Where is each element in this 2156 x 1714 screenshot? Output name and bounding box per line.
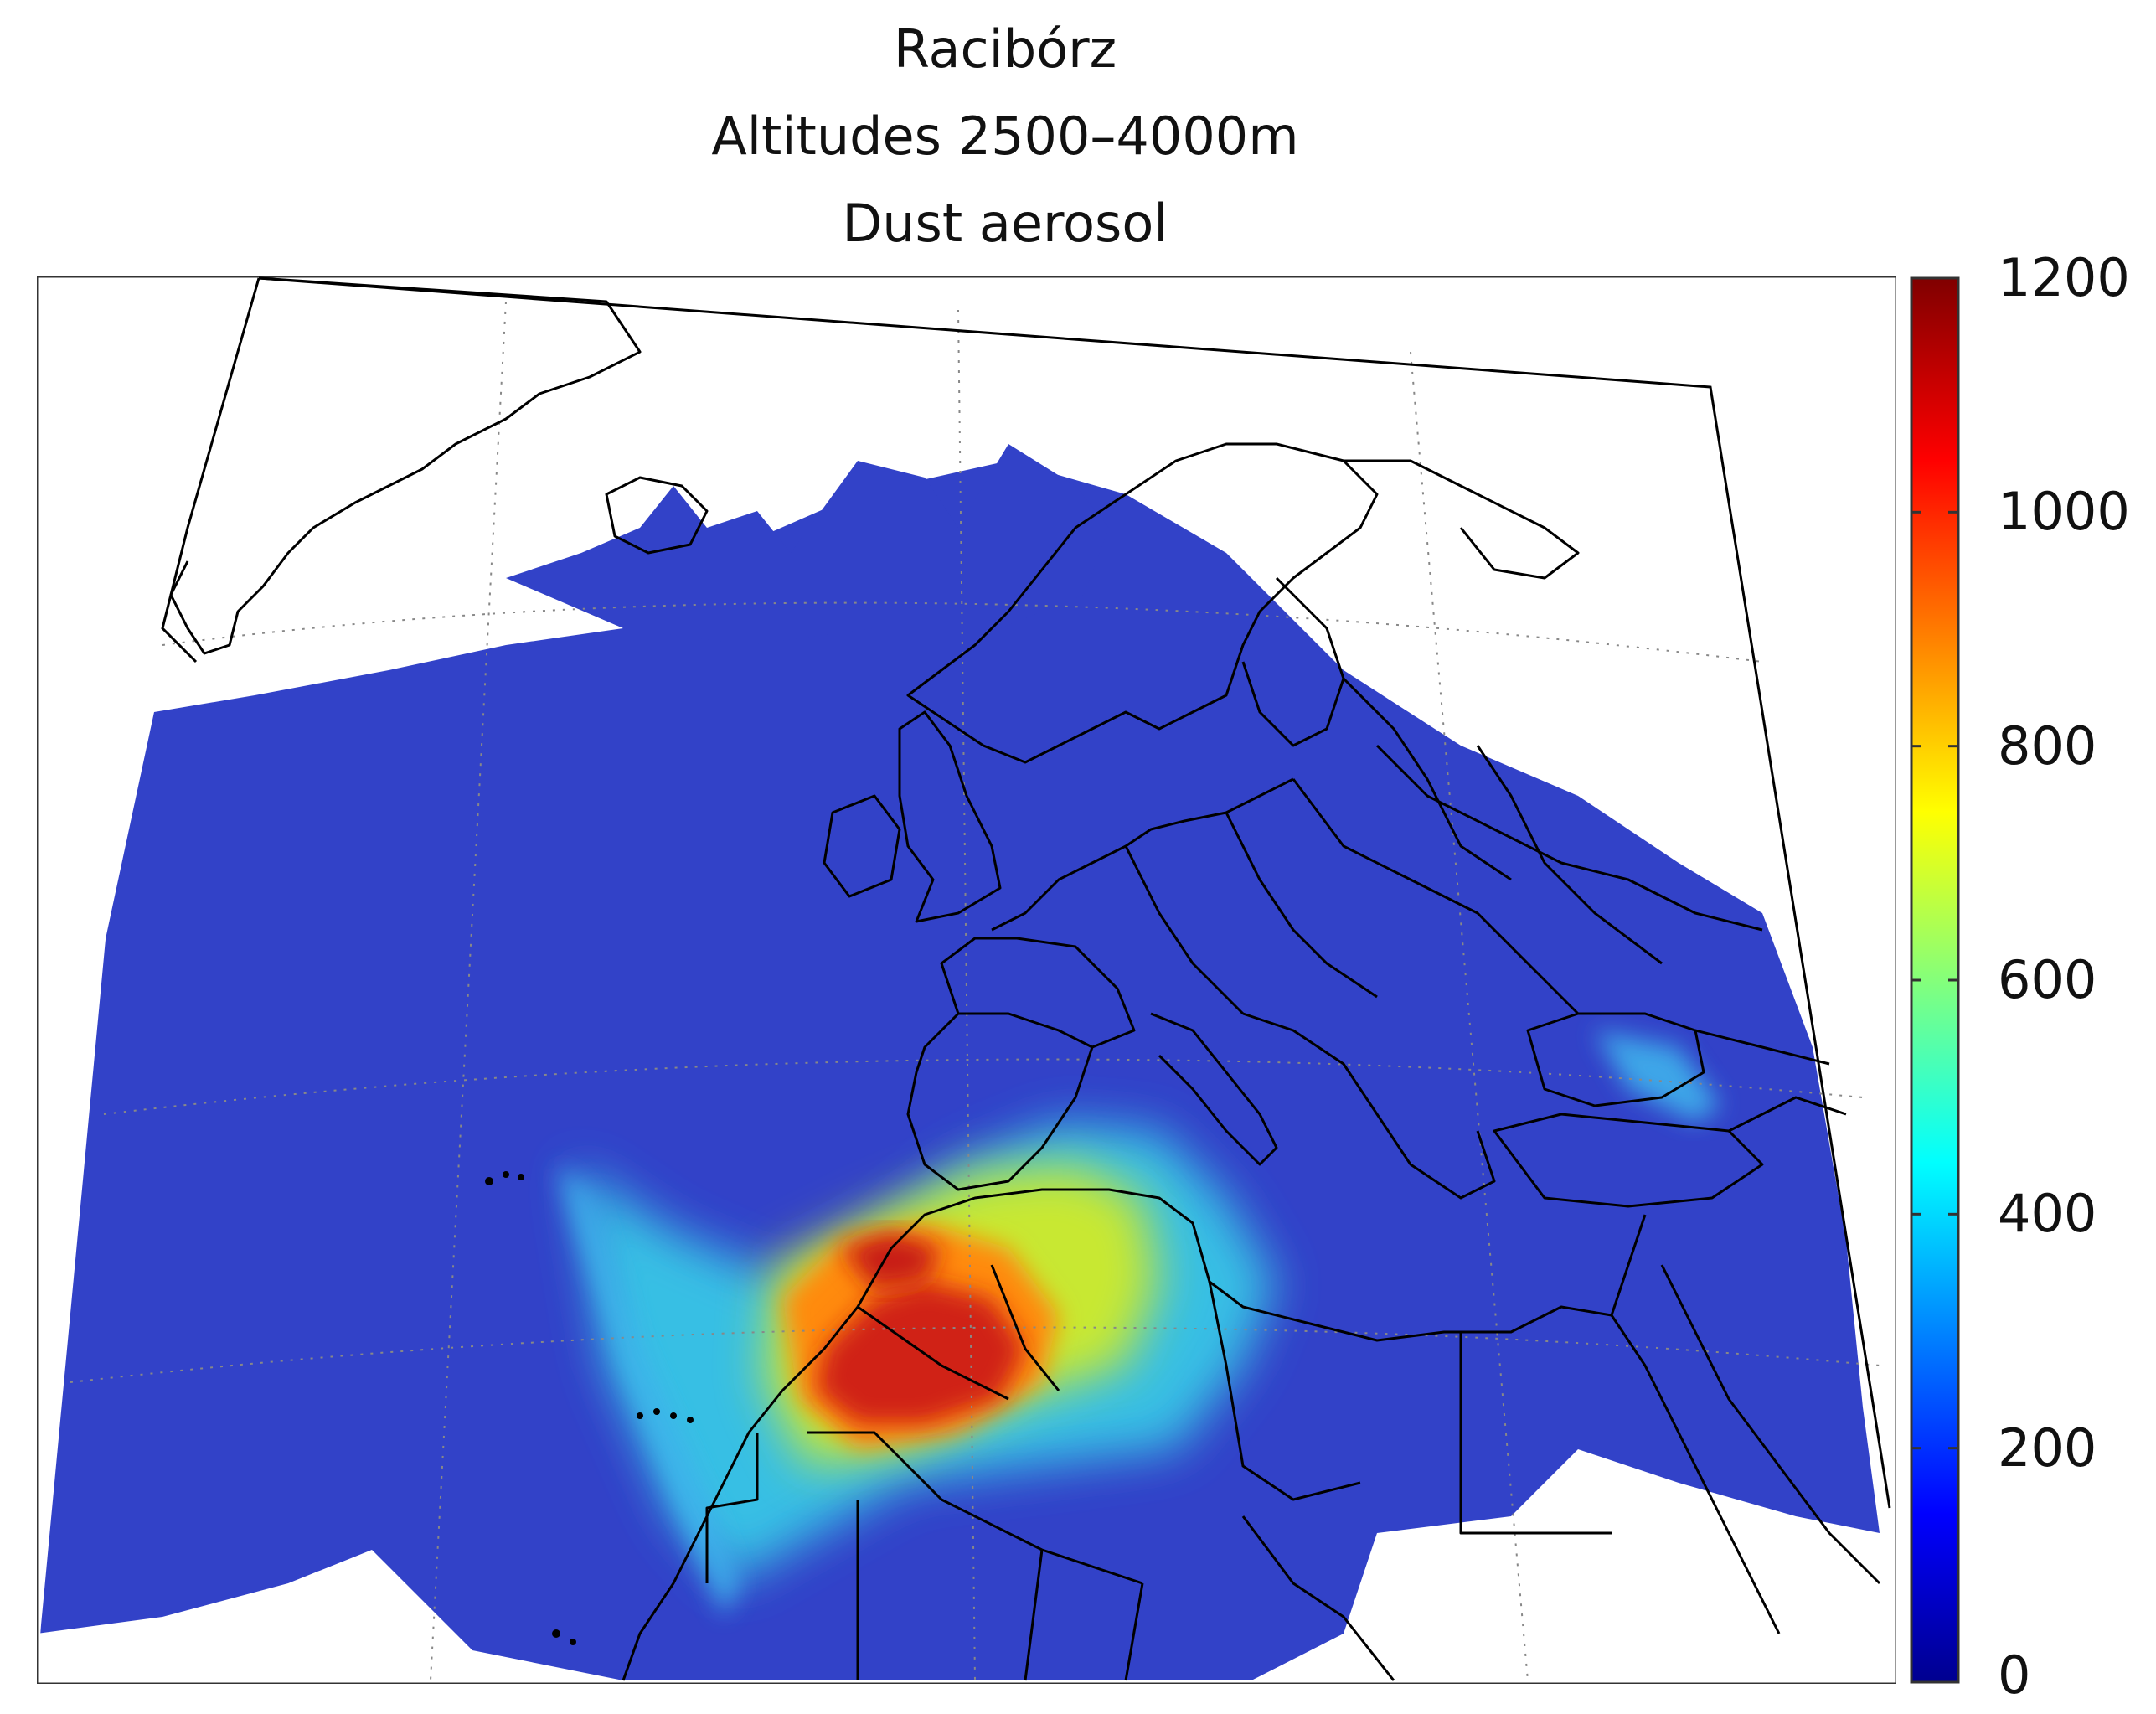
- border-sahara-diag: [857, 1264, 1060, 1401]
- dust-plume-red-north: [841, 1231, 941, 1290]
- coast-arabia: [1660, 1264, 1881, 1585]
- coast-north-africa: [856, 1188, 1612, 1342]
- colorbar-tick-label: 600: [1998, 949, 2097, 1010]
- dust-streak-atlantic: [556, 1164, 740, 1617]
- colorbar-tick-label: 200: [1998, 1417, 2097, 1479]
- coast-ireland: [823, 794, 901, 898]
- colorbar-tick-label: 1200: [1998, 247, 2130, 308]
- coast-balkans: [1242, 1012, 1496, 1200]
- colorbar-tick-label: 800: [1998, 715, 2097, 777]
- map-graticule: [70, 301, 1880, 1681]
- coast-france: [940, 937, 1136, 1049]
- coast-italy: [1150, 1012, 1278, 1166]
- colorbar-tick-label: 0: [1998, 1644, 2031, 1706]
- border-caucasus: [1694, 1029, 1847, 1133]
- coast-kola: [1344, 459, 1580, 580]
- coast-iceland: [605, 476, 709, 555]
- coast-turkey: [1493, 1113, 1764, 1208]
- border-egypt: [1459, 1332, 1612, 1535]
- coastlines-borders: [169, 276, 1881, 1681]
- border-europe-east: [1342, 677, 1663, 965]
- coast-levant: [1610, 1214, 1781, 1634]
- coast-black-sea: [1526, 1012, 1705, 1107]
- atlantic-islands: [485, 1171, 694, 1645]
- colorbar-tick-label: 400: [1998, 1183, 2097, 1245]
- dust-field-north-patches: [506, 444, 1109, 645]
- coast-great-britain: [898, 710, 1002, 923]
- chart-title: Racibórz: [893, 18, 1117, 80]
- map-domain-boundary: [161, 276, 1891, 1509]
- border-europe-central: [1124, 744, 1763, 1015]
- chart-subtitle-altitude: Altitudes 2500–4000m: [711, 106, 1299, 167]
- coast-iberia: [906, 1012, 1094, 1191]
- border-algeria-mali: [807, 1431, 1143, 1585]
- border-mauritania: [705, 1433, 759, 1583]
- coast-scandinavia: [906, 442, 1379, 764]
- colorbar: [1910, 276, 1960, 1684]
- coast-west-africa: [622, 1306, 859, 1681]
- colorbar-ticks: [1911, 276, 1958, 1684]
- dust-plume-red-core: [816, 1282, 1025, 1424]
- border-mali-niger: [856, 1500, 1395, 1681]
- colorbar-tick-label: 1000: [1998, 481, 2130, 543]
- chart-subtitle-variable: Dust aerosol: [842, 193, 1168, 254]
- border-libya: [1208, 1281, 1361, 1501]
- dust-aerosol-map: [37, 276, 1896, 1684]
- coast-europe-west: [991, 777, 1294, 932]
- dust-streak-caucasus: [1595, 1030, 1720, 1123]
- coast-finland: [1241, 576, 1345, 747]
- coast-greenland: [169, 276, 642, 655]
